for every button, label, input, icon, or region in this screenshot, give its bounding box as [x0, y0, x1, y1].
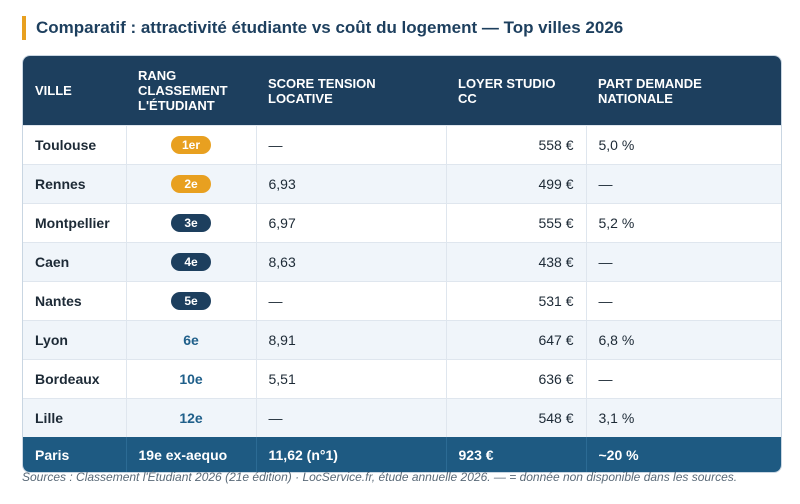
footer-cell: Paris [23, 437, 126, 472]
cell: 2e [125, 164, 256, 204]
footer-cell: ~20 % [585, 437, 781, 472]
rank-badge: 12e [179, 410, 203, 426]
table-row: Bordeaux 10e 5,51 636 € — [23, 359, 781, 399]
cell: 555 € [445, 203, 586, 243]
footer-cell: 923 € [445, 437, 586, 472]
rank-badge: 4e [171, 253, 211, 271]
table-row: Lille 12e —548 €3,1 % [23, 398, 781, 437]
footer-row: Paris 19e ex-aequo 11,62 (n°1) 923 € ~20 % [23, 437, 781, 472]
cell: Bordeaux [23, 359, 126, 399]
cell: 6e [125, 320, 256, 360]
cell: 1er [125, 125, 256, 165]
cell: Nantes [23, 281, 126, 321]
cell: — [585, 164, 781, 204]
rank-badge: 1er [171, 136, 211, 154]
table-wrap: VILLE RANG CLASSEMENT L'ÉTUDIANT SCORE TEN… [22, 55, 782, 473]
column-header: SCORE TENSION LOCATIVE [256, 56, 446, 126]
header-row: VILLE RANG CLASSEMENT L'ÉTUDIANT SCORE TEN… [23, 56, 781, 126]
table-row: Toulouse 1er —558 €5,0 % [23, 125, 781, 165]
cell: 5,51 [255, 359, 446, 399]
cell: 10e [125, 359, 256, 399]
cell: — [255, 281, 446, 321]
table-row: Rennes 2e 6,93 499 € — [23, 164, 781, 204]
cell: Rennes [23, 164, 126, 204]
cell: Lyon [23, 320, 126, 360]
rank-badge: 6e [183, 332, 199, 348]
column-header: RANG CLASSEMENT L'ÉTUDIANT [126, 56, 256, 126]
cell: 531 € [445, 281, 586, 321]
cell: 8,91 [255, 320, 446, 360]
cell: Toulouse [23, 125, 126, 165]
cell: 5,0 % [585, 125, 781, 165]
cell: 3,1 % [585, 398, 781, 437]
cell: — [585, 281, 781, 321]
cell: 5e [125, 281, 256, 321]
cell: 8,63 [255, 242, 446, 282]
title: Comparatif : attractivité étudiante vs c… [22, 16, 623, 40]
cell: — [585, 359, 781, 399]
footer-cell: 19e ex-aequo [125, 437, 256, 472]
source-note: Sources : Classement l'Étudiant 2026 (21… [22, 470, 738, 484]
column-header: LOYER STUDIO CC [446, 56, 586, 126]
column-header: VILLE [23, 56, 126, 126]
table-row: Lyon 6e 8,91 647 €6,8 % [23, 320, 781, 360]
cell: 499 € [445, 164, 586, 204]
column-header: PART DEMANDE NATIONALE [586, 56, 781, 126]
table: VILLE RANG CLASSEMENT L'ÉTUDIANT SCORE TEN… [23, 56, 781, 472]
cell: 438 € [445, 242, 586, 282]
cell: — [255, 398, 446, 437]
cell: 636 € [445, 359, 586, 399]
cell: — [585, 242, 781, 282]
cell: — [255, 125, 446, 165]
footer-cell: 11,62 (n°1) [255, 437, 446, 472]
cell: 6,8 % [585, 320, 781, 360]
rank-badge: 2e [171, 175, 211, 193]
rank-badge: 10e [179, 371, 203, 387]
cell: 3e [125, 203, 256, 243]
table-row: Caen 4e 8,63 438 € — [23, 242, 781, 282]
cell: Lille [23, 398, 126, 437]
cell: Caen [23, 242, 126, 282]
cell: 6,93 [255, 164, 446, 204]
cell: 12e [125, 398, 256, 437]
cell: 548 € [445, 398, 586, 437]
cell: 5,2 % [585, 203, 781, 243]
table-row: Nantes 5e —531 € — [23, 281, 781, 321]
cell: 647 € [445, 320, 586, 360]
table-row: Montpellier 3e 6,97 555 €5,2 % [23, 203, 781, 243]
cell: 4e [125, 242, 256, 282]
cell: Montpellier [23, 203, 126, 243]
rank-badge: 5e [171, 292, 211, 310]
cell: 558 € [445, 125, 586, 165]
rank-badge: 3e [171, 214, 211, 232]
cell: 6,97 [255, 203, 446, 243]
